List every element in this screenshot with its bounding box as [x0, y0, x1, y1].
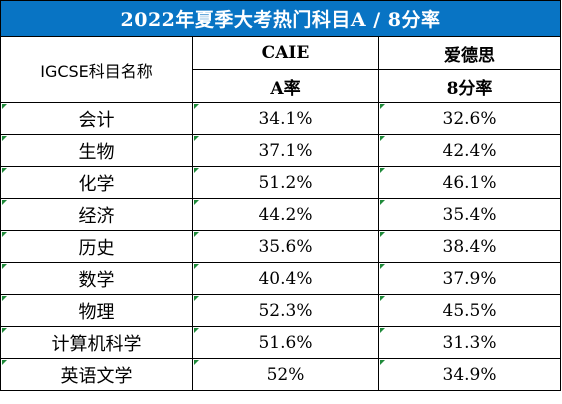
- edexcel-rate-cell: 46.1%: [377, 166, 562, 199]
- title-row: 2022年夏季大考热门科目A / 8分率: [0, 0, 562, 37]
- subject-column-header: IGCSE科目名称: [0, 36, 193, 103]
- table-row: 英语文学 52% 34.9%: [0, 358, 562, 391]
- edexcel-metric-header: 8分率: [377, 69, 562, 103]
- table-row: 化学 51.2% 46.1%: [0, 166, 562, 199]
- table-row: 生物 37.1% 42.4%: [0, 134, 562, 167]
- edexcel-rate-cell: 35.4%: [377, 198, 562, 231]
- caie-rate-cell: 44.2%: [192, 198, 379, 231]
- subject-cell: 化学: [0, 166, 193, 199]
- header-row-1: IGCSE科目名称 CAIE 爱德思: [0, 36, 562, 103]
- caie-rate-cell: 40.4%: [192, 262, 379, 295]
- edexcel-rate-cell: 38.4%: [377, 230, 562, 263]
- caie-rate-cell: 35.6%: [192, 230, 379, 263]
- table-row: 物理 52.3% 45.5%: [0, 294, 562, 327]
- subject-cell: 生物: [0, 134, 193, 167]
- table-title: 2022年夏季大考热门科目A / 8分率: [0, 0, 562, 37]
- subject-cell: 经济: [0, 198, 193, 231]
- caie-metric-header: A率: [192, 69, 379, 103]
- subject-cell: 历史: [0, 230, 193, 263]
- table-row: 会计 34.1% 32.6%: [0, 102, 562, 135]
- edexcel-rate-cell: 42.4%: [377, 134, 562, 167]
- table-row: 计算机科学 51.6% 31.3%: [0, 326, 562, 359]
- edexcel-column-header: 爱德思: [377, 36, 562, 70]
- caie-rate-cell: 51.6%: [192, 326, 379, 359]
- grade-rate-table: 2022年夏季大考热门科目A / 8分率 IGCSE科目名称 CAIE 爱德思 …: [0, 0, 562, 391]
- subject-cell: 会计: [0, 102, 193, 135]
- caie-column-header: CAIE: [192, 36, 379, 70]
- edexcel-rate-cell: 45.5%: [377, 294, 562, 327]
- caie-rate-cell: 34.1%: [192, 102, 379, 135]
- edexcel-rate-cell: 32.6%: [377, 102, 562, 135]
- edexcel-rate-cell: 31.3%: [377, 326, 562, 359]
- caie-rate-cell: 51.2%: [192, 166, 379, 199]
- subject-cell: 英语文学: [0, 358, 193, 391]
- caie-rate-cell: 52%: [192, 358, 379, 391]
- subject-cell: 物理: [0, 294, 193, 327]
- table-row: 经济 44.2% 35.4%: [0, 198, 562, 231]
- edexcel-rate-cell: 37.9%: [377, 262, 562, 295]
- table-row: 历史 35.6% 38.4%: [0, 230, 562, 263]
- caie-rate-cell: 37.1%: [192, 134, 379, 167]
- subject-cell: 计算机科学: [0, 326, 193, 359]
- edexcel-rate-cell: 34.9%: [377, 358, 562, 391]
- table-row: 数学 40.4% 37.9%: [0, 262, 562, 295]
- caie-rate-cell: 52.3%: [192, 294, 379, 327]
- header-row-2: A率 8分率: [1, 69, 562, 103]
- subject-cell: 数学: [0, 262, 193, 295]
